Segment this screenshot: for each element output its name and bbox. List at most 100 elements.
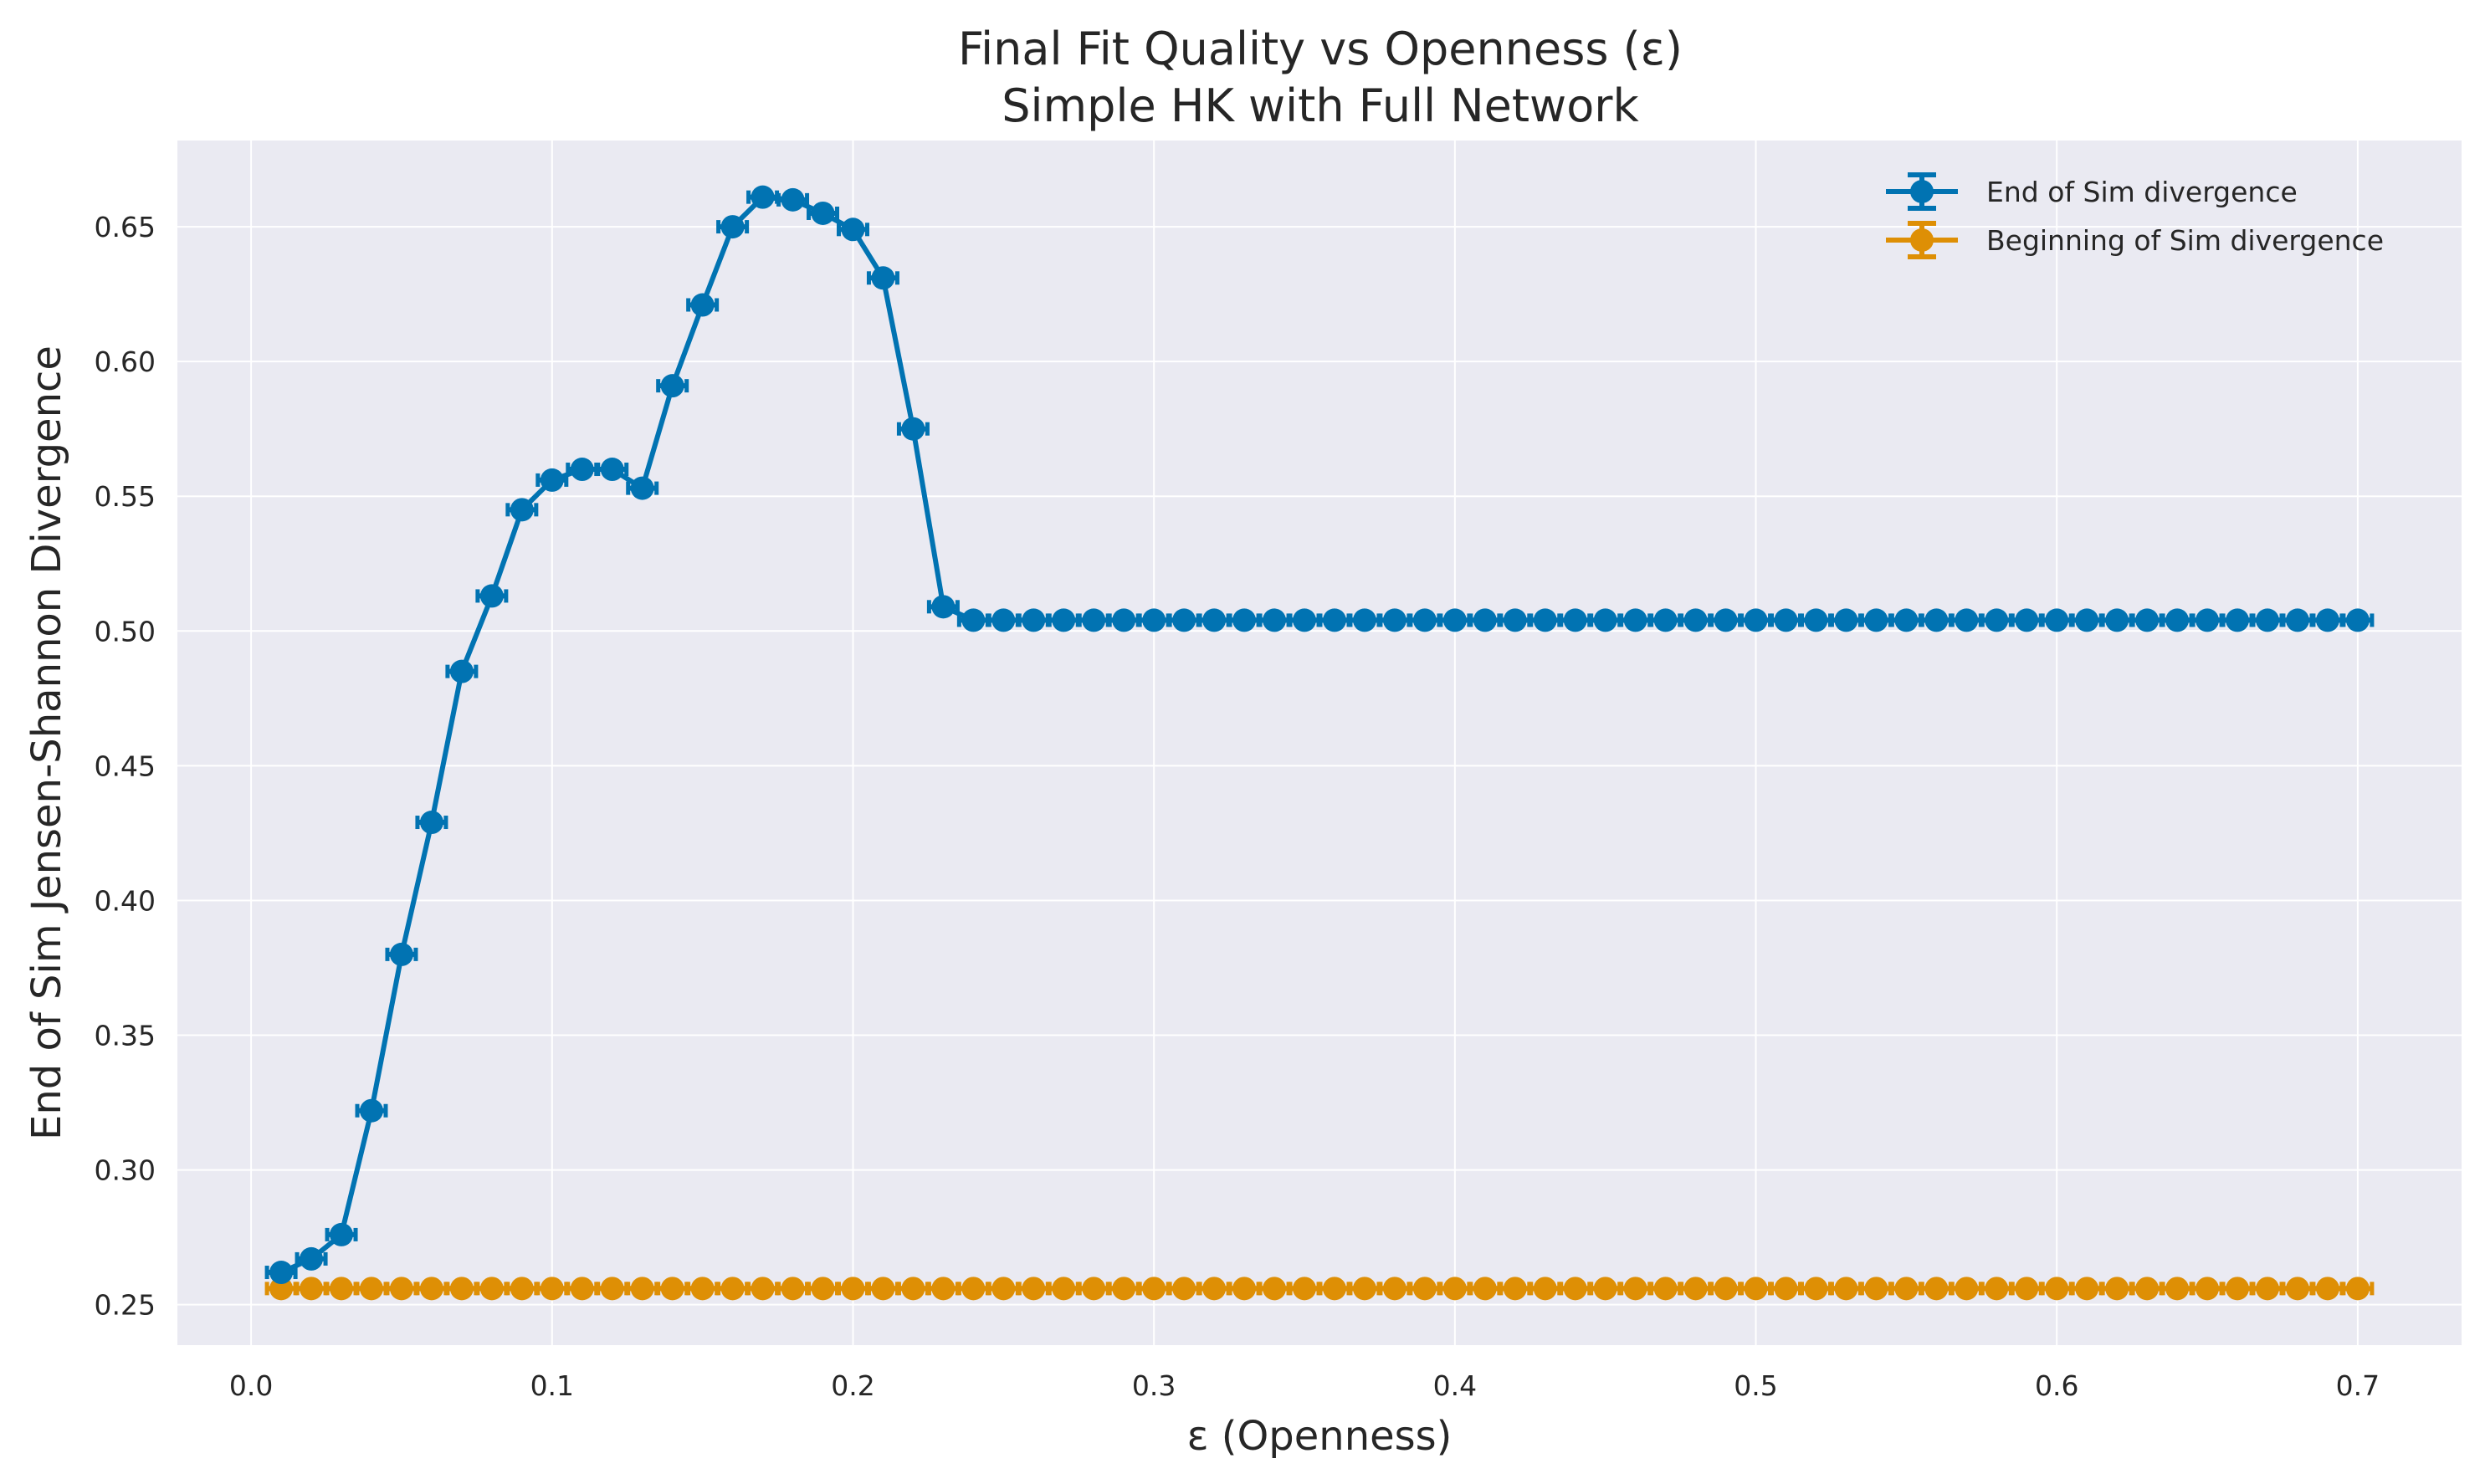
x-tick-label: 0.2	[831, 1369, 874, 1402]
data-point	[2345, 608, 2370, 632]
data-point	[811, 1277, 835, 1301]
data-point	[1864, 608, 1888, 632]
data-point	[901, 1277, 925, 1301]
plot-area	[177, 141, 2462, 1345]
data-point	[1894, 1277, 1919, 1301]
data-point	[1473, 1277, 1497, 1301]
data-point	[1352, 1277, 1376, 1301]
data-point	[1563, 1277, 1587, 1301]
data-point	[1022, 608, 1046, 632]
data-point	[2135, 1277, 2160, 1301]
data-point	[2285, 608, 2309, 632]
y-tick-label: 0.60	[95, 345, 156, 378]
x-tick-label: 0.3	[1132, 1369, 1176, 1402]
data-point	[1263, 1277, 1287, 1301]
y-tick-label: 0.30	[95, 1154, 156, 1187]
x-tick-label: 0.4	[1433, 1369, 1477, 1402]
x-tick-label: 0.6	[2035, 1369, 2078, 1402]
data-point	[931, 1277, 956, 1301]
data-point	[2165, 608, 2190, 632]
data-point	[720, 1277, 745, 1301]
y-tick-label: 0.45	[95, 750, 156, 782]
data-point	[901, 417, 925, 441]
data-point	[1412, 1277, 1437, 1301]
data-point	[389, 1277, 413, 1301]
data-point	[269, 1261, 294, 1285]
data-point	[690, 293, 715, 317]
data-point	[1322, 1277, 1346, 1301]
series-end-of-sim	[264, 185, 2375, 1285]
data-point	[449, 1277, 474, 1301]
data-point	[2165, 1277, 2190, 1301]
data-point	[751, 1277, 775, 1301]
data-point	[1052, 608, 1076, 632]
data-point	[1322, 608, 1346, 632]
data-point	[630, 1277, 654, 1301]
x-tick-label: 0.7	[2336, 1369, 2380, 1402]
x-tick-label: 0.1	[530, 1369, 574, 1402]
data-point	[2196, 608, 2220, 632]
data-point	[570, 458, 594, 482]
data-point	[811, 201, 835, 225]
data-point	[660, 1277, 684, 1301]
data-point	[1412, 608, 1437, 632]
data-point	[1593, 1277, 1617, 1301]
data-point	[1774, 608, 1798, 632]
data-point	[751, 185, 775, 209]
data-point	[1593, 608, 1617, 632]
data-point	[600, 458, 624, 482]
data-point	[1172, 1277, 1196, 1301]
chart-subtitle: Simple HK with Full Network	[1002, 79, 1639, 132]
data-point	[1924, 1277, 1949, 1301]
data-point	[1533, 1277, 1557, 1301]
data-point	[1744, 608, 1768, 632]
y-tick-label: 0.35	[95, 1020, 156, 1052]
chart-title: Final Fit Quality vs Openness (ε)	[958, 23, 1683, 75]
data-point	[2256, 608, 2280, 632]
data-point	[330, 1277, 354, 1301]
data-point	[841, 1277, 865, 1301]
legend-item: Beginning of Sim divergence	[1886, 221, 2384, 259]
data-point	[1834, 608, 1858, 632]
data-point	[2135, 608, 2160, 632]
data-point	[1082, 608, 1106, 632]
y-tick-label: 0.40	[95, 884, 156, 917]
data-point	[2345, 1277, 2370, 1301]
data-point	[991, 608, 1016, 632]
data-point	[1442, 608, 1467, 632]
data-point	[630, 476, 654, 500]
grid	[177, 141, 2462, 1345]
data-point	[2196, 1277, 2220, 1301]
data-point	[1112, 1277, 1136, 1301]
data-point	[1774, 1277, 1798, 1301]
y-tick-label: 0.25	[95, 1289, 156, 1322]
data-point	[2075, 608, 2099, 632]
data-point	[1202, 1277, 1227, 1301]
data-point	[389, 942, 413, 966]
data-point	[1112, 608, 1136, 632]
data-point	[961, 1277, 986, 1301]
x-tick-label: 0.5	[1734, 1369, 1777, 1402]
data-point	[1804, 608, 1828, 632]
data-point	[269, 1277, 294, 1301]
data-point	[1714, 608, 1738, 632]
data-point	[1924, 608, 1949, 632]
data-point	[2105, 1277, 2129, 1301]
data-point	[449, 659, 474, 683]
data-point	[1563, 608, 1587, 632]
data-point	[419, 811, 443, 835]
y-tick-label: 0.50	[95, 615, 156, 647]
tick-labels: 0.0 0.1 0.2 0.3 0.4 0.5 0.6 0.7 0.25 0.30 0.35 0.40…	[95, 211, 2380, 1402]
data-point	[2315, 608, 2339, 632]
data-point	[1894, 608, 1919, 632]
data-point	[479, 1277, 504, 1301]
data-point	[2315, 1277, 2339, 1301]
data-point	[540, 468, 564, 492]
data-point	[781, 187, 805, 212]
data-point	[2105, 608, 2129, 632]
data-point	[1232, 608, 1257, 632]
data-point	[600, 1277, 624, 1301]
data-point	[1022, 1277, 1046, 1301]
data-point	[1382, 1277, 1406, 1301]
